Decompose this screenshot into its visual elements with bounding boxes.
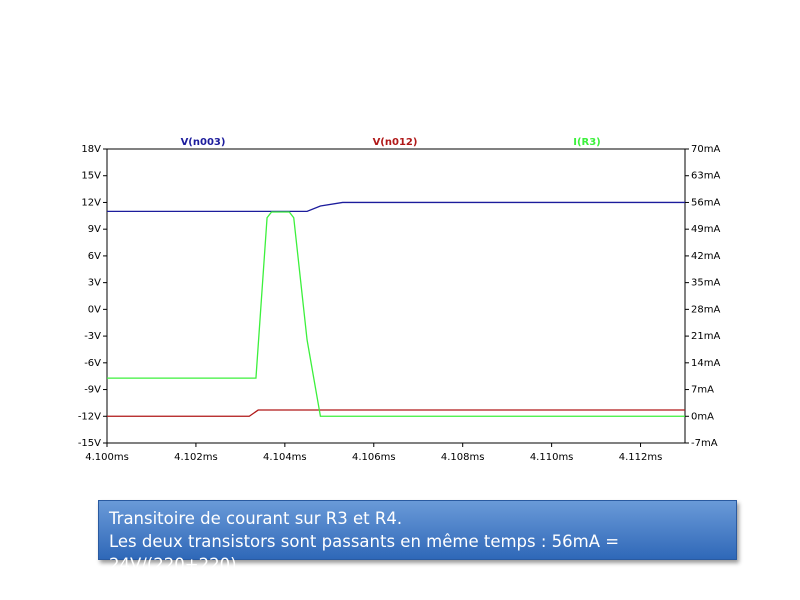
legend-label: V(n003) <box>181 137 226 148</box>
y-tick-label: -15V <box>78 438 101 449</box>
y2-tick-label: 0mA <box>691 411 714 422</box>
x-tick-label: 4.112ms <box>619 452 663 463</box>
legend-label: I(R3) <box>573 137 601 148</box>
y-tick-label: -12V <box>78 411 101 422</box>
legend-label: V(n012) <box>373 137 418 148</box>
annotation: Les deux transistors sont passants en mê… <box>109 532 620 574</box>
series-line <box>107 211 685 417</box>
y-tick-label: 12V <box>81 197 101 208</box>
y-tick-label: 6V <box>88 251 101 262</box>
y2-tick-label: 49mA <box>691 224 720 235</box>
x-tick-label: 4.106ms <box>352 452 396 463</box>
series-line <box>107 201 685 213</box>
y2-tick-label: 56mA <box>691 197 720 208</box>
y2-tick-label: 21mA <box>691 331 720 342</box>
annotation-box: Transitoire de courant sur R3 et R4. Les… <box>98 500 737 574</box>
y2-tick-label: -7mA <box>691 438 718 449</box>
series-line <box>107 409 685 417</box>
y2-tick-label: 63mA <box>691 171 720 182</box>
plot-frame <box>106 148 686 444</box>
x-tick-label: 4.110ms <box>530 452 574 463</box>
y-tick-label: 15V <box>81 171 101 182</box>
x-tick-label: 4.104ms <box>263 452 307 463</box>
x-tick-label: 4.108ms <box>441 452 485 463</box>
y-tick-label: 0V <box>88 304 101 315</box>
y-tick-label: 18V <box>81 144 101 155</box>
y2-tick-label: 28mA <box>691 304 720 315</box>
y2-tick-label: 7mA <box>691 385 714 396</box>
y-tick-label: 9V <box>88 224 101 235</box>
y-tick-label: -6V <box>84 358 101 369</box>
y2-tick-label: 70mA <box>691 144 720 155</box>
y2-tick-label: 42mA <box>691 251 720 262</box>
annotation: Transitoire de courant sur R3 et R4. <box>109 509 403 528</box>
y2-tick-label: 35mA <box>691 278 720 289</box>
y-tick-label: -3V <box>84 331 101 342</box>
x-tick-label: 4.102ms <box>174 452 218 463</box>
y2-tick-label: 14mA <box>691 358 720 369</box>
x-tick-label: 4.100ms <box>85 452 129 463</box>
y-tick-label: 3V <box>88 278 101 289</box>
y-tick-label: -9V <box>84 385 101 396</box>
